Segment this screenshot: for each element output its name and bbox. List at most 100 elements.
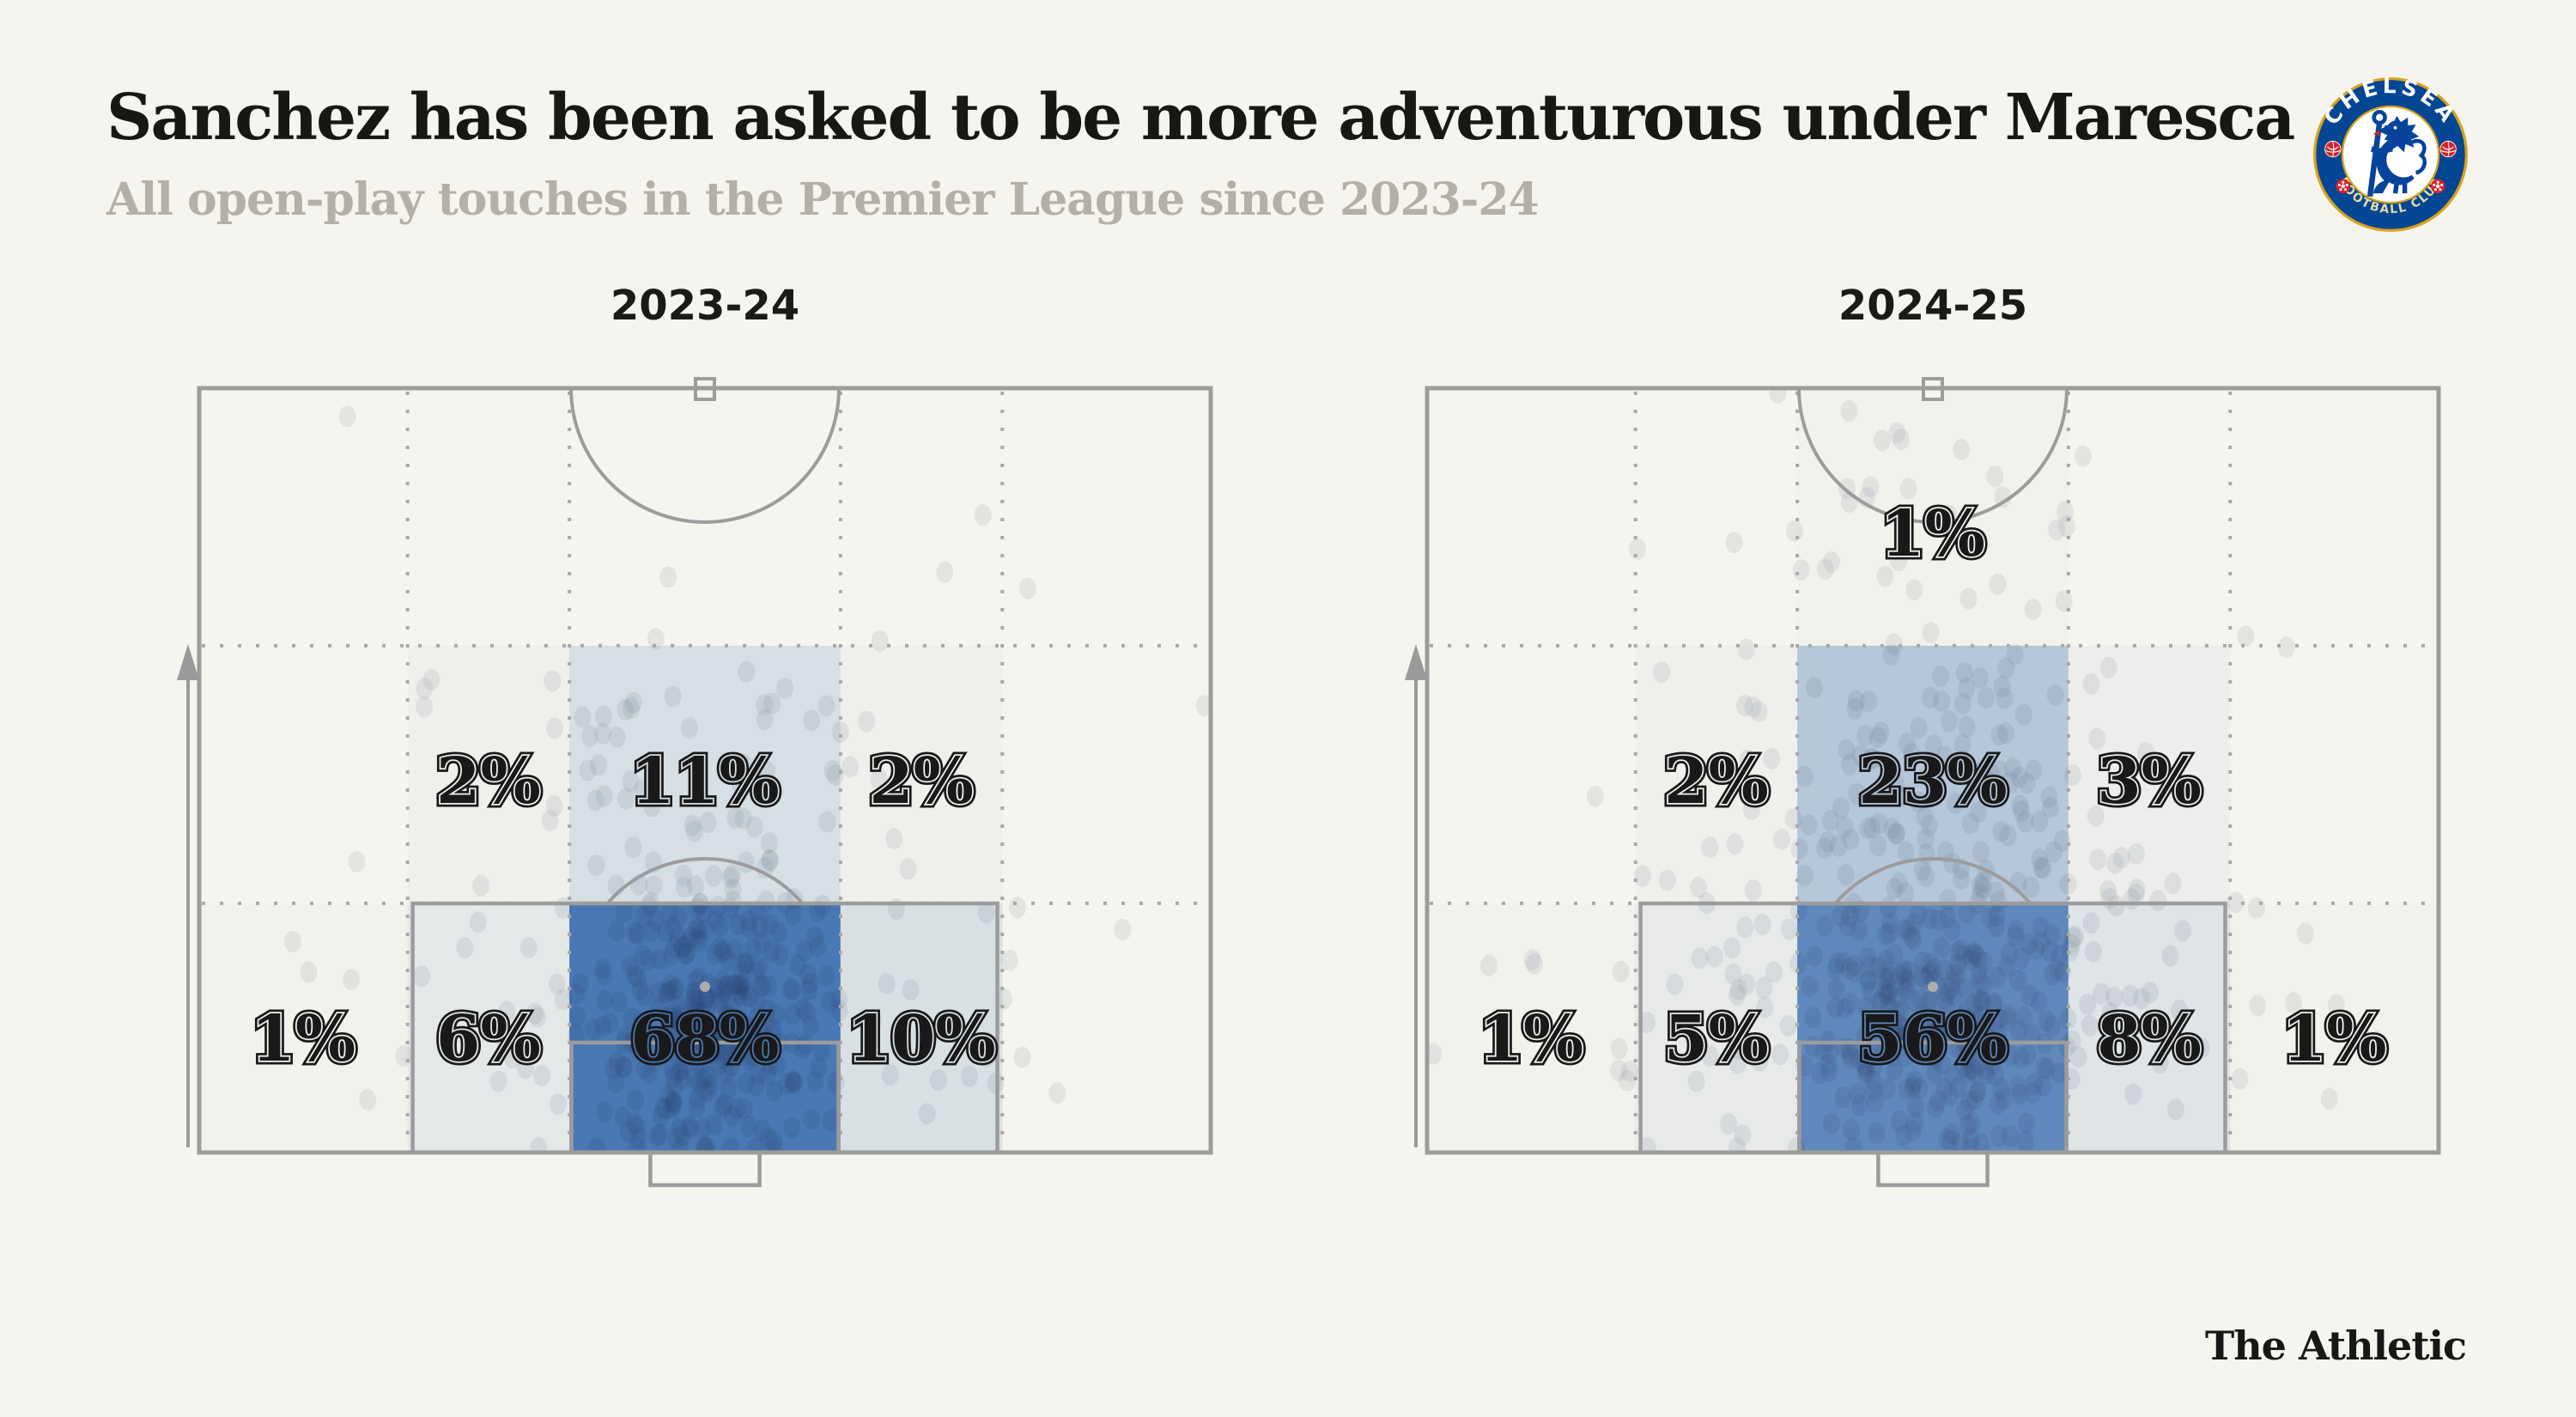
- zone-label-text: 8%: [2097, 1002, 2202, 1076]
- pitch-canvas: [1425, 377, 2441, 1188]
- zone-label-text: 1%: [1479, 1002, 1584, 1076]
- zone-label-text: 1%: [1880, 497, 1985, 571]
- zone-label-2024-25-band2-col0: 1% 1% 1%: [1475, 1002, 1588, 1076]
- zone-label-2023-24-band2-col3: 10% 10% 10%: [843, 1002, 999, 1076]
- touch-dots: [1427, 388, 2385, 1152]
- page-title: Sanchez has been asked to be more advent…: [106, 81, 2295, 155]
- pitch-markings: [1425, 377, 2441, 1188]
- zone-label-text: 8%: [2095, 1002, 2202, 1076]
- zone-label-text: 3%: [2093, 745, 2206, 818]
- crest-lion-tongue: [2372, 130, 2381, 136]
- zone-label-text: 2%: [432, 745, 544, 818]
- zone-label-text: 2%: [435, 745, 541, 818]
- zone-label-text: 2%: [434, 745, 542, 818]
- page-subtitle: All open-play touches in the Premier Lea…: [106, 173, 1540, 226]
- season-label-2023-24: 2023-24: [610, 282, 800, 330]
- zone-label-text: 11%: [627, 745, 783, 818]
- zone-label-text: 10%: [843, 1002, 999, 1076]
- zone-label-text: 6%: [432, 1002, 544, 1076]
- zone-label-text: 8%: [2093, 1002, 2206, 1076]
- zone-label-text: 3%: [2097, 745, 2202, 818]
- zone-label-text: 68%: [630, 1002, 780, 1076]
- zone-label-text: 1%: [251, 1002, 356, 1076]
- zone-label-text: 6%: [434, 1002, 542, 1076]
- zone-label-text: 2%: [866, 745, 978, 818]
- zone-label-text: 10%: [846, 1002, 998, 1076]
- season-label-2024-25: 2024-25: [1838, 282, 2028, 330]
- zone-label-2024-25-band2-col4: 1% 1% 1%: [2278, 1002, 2391, 1076]
- zone-label-2024-25-band1-col2: 23% 23% 23%: [1855, 745, 2011, 818]
- crest-rose-left-icon: [2336, 179, 2351, 194]
- zone-label-text: 1%: [247, 1002, 360, 1076]
- zone-label-2023-24-band2-col0: 1% 1% 1%: [247, 1002, 360, 1076]
- pitch-2023-24: 2023-24 2% 2% 2% 11% 11% 11% 2% 2% 2% 1% 1% 1% 6% 6% 6…: [177, 282, 1213, 1188]
- zone-label-text: 68%: [629, 1002, 781, 1076]
- penalty-arc: [1833, 856, 2032, 905]
- zone-label-text: 3%: [2095, 745, 2202, 818]
- the-athletic-wordmark: The Athletic: [2204, 1323, 2467, 1369]
- crest-rose-right-icon: [2430, 179, 2445, 194]
- zone-label-text: 23%: [1857, 745, 2009, 818]
- zone-2024-25-band2-col1: [1635, 903, 1798, 1152]
- crest-football-left-icon: [2324, 140, 2342, 158]
- zone-label-text: 11%: [629, 745, 781, 818]
- zone-label-text: 2%: [1662, 745, 1770, 818]
- pitch-boundary: [1425, 386, 2441, 1155]
- zone-label-text: 11%: [630, 745, 780, 818]
- zone-label-text: 1%: [2278, 1002, 2391, 1076]
- zone-label-text: 2%: [1660, 745, 1772, 818]
- zone-label-text: 1%: [250, 1002, 357, 1076]
- zone-label-2024-25-band1-col3: 3% 3% 3%: [2093, 745, 2206, 818]
- zone-label-text: 23%: [1858, 745, 2008, 818]
- zone-label-2023-24-band2-col1: 6% 6% 6%: [432, 1002, 544, 1076]
- goal: [648, 1150, 762, 1188]
- centre-circle-arc: [1797, 387, 2069, 524]
- pitch-markings: [197, 377, 1213, 1188]
- chelsea-crest: CHELSEA FOOTBALL CLUB: [2313, 76, 2468, 232]
- goal: [1876, 1150, 1990, 1188]
- zone-label-2024-25-band1-col1: 2% 2% 2%: [1660, 745, 1772, 818]
- zone-label-2024-25-band0-col2: 1% 1% 1%: [1877, 497, 1990, 571]
- zone-label-text: 1%: [1879, 497, 1986, 571]
- zone-label-text: 5%: [1663, 1002, 1769, 1076]
- zone-label-text: 56%: [1857, 1002, 2009, 1076]
- zone-grid-dotted-lines: [1430, 392, 2436, 1149]
- zone-label-text: 1%: [2281, 1002, 2388, 1076]
- zone-label-text: 2%: [869, 745, 974, 818]
- penalty-spot: [1928, 982, 1938, 992]
- crest-football-right-icon: [2439, 140, 2457, 158]
- zone-label-2024-25-band2-col1: 5% 5% 5%: [1660, 1002, 1772, 1076]
- zone-label-text: 10%: [847, 1002, 996, 1076]
- attack-direction-arrow: [1405, 644, 1427, 1147]
- zone-label-text: 1%: [1877, 497, 1990, 571]
- zone-label-text: 56%: [1858, 1002, 2008, 1076]
- zone-label-text: 23%: [1855, 745, 2011, 818]
- crest-lion-eye: [2393, 125, 2397, 130]
- zone-label-2024-25-band2-col2: 56% 56% 56%: [1855, 1002, 2011, 1076]
- zone-label-2023-24-band1-col2: 11% 11% 11%: [627, 745, 783, 818]
- zone-label-text: 5%: [1660, 1002, 1772, 1076]
- zone-label-2023-24-band2-col2: 68% 68% 68%: [627, 1002, 783, 1076]
- zone-label-text: 1%: [1475, 1002, 1588, 1076]
- zone-grid-dotted-lines: [202, 392, 1208, 1149]
- zone-label-text: 2%: [1663, 745, 1769, 818]
- crest-inner-disc: [2341, 105, 2440, 204]
- zone-label-text: 6%: [435, 1002, 541, 1076]
- crest-lion-tail: [2409, 138, 2427, 175]
- zone-label-2024-25-band2-col3: 8% 8% 8%: [2093, 1002, 2206, 1076]
- penalty-arc: [605, 856, 805, 905]
- zone-label-text: 1%: [1478, 1002, 1585, 1076]
- zone-label-2023-24-band1-col3: 2% 2% 2%: [866, 745, 978, 818]
- zone-2023-24-band2-col1: [407, 903, 570, 1152]
- zone-label-text: 68%: [627, 1002, 783, 1076]
- zone-label-text: 56%: [1855, 1002, 2011, 1076]
- touch-dots: [283, 405, 1211, 1152]
- crest-lion: [2366, 110, 2427, 198]
- zone-label-text: 5%: [1662, 1002, 1770, 1076]
- centre-circle-arc: [569, 387, 841, 524]
- attack-direction-arrow: [177, 644, 199, 1147]
- pitch-2024-25: 2024-25 1% 1% 1% 2% 2% 2% 23% 23% 23% 3% 3% 3% 1% 1% 1…: [1405, 282, 2441, 1188]
- pitch-boundary: [197, 386, 1213, 1155]
- pitch-canvas: [197, 377, 1213, 1188]
- zone-label-text: 2%: [867, 745, 975, 818]
